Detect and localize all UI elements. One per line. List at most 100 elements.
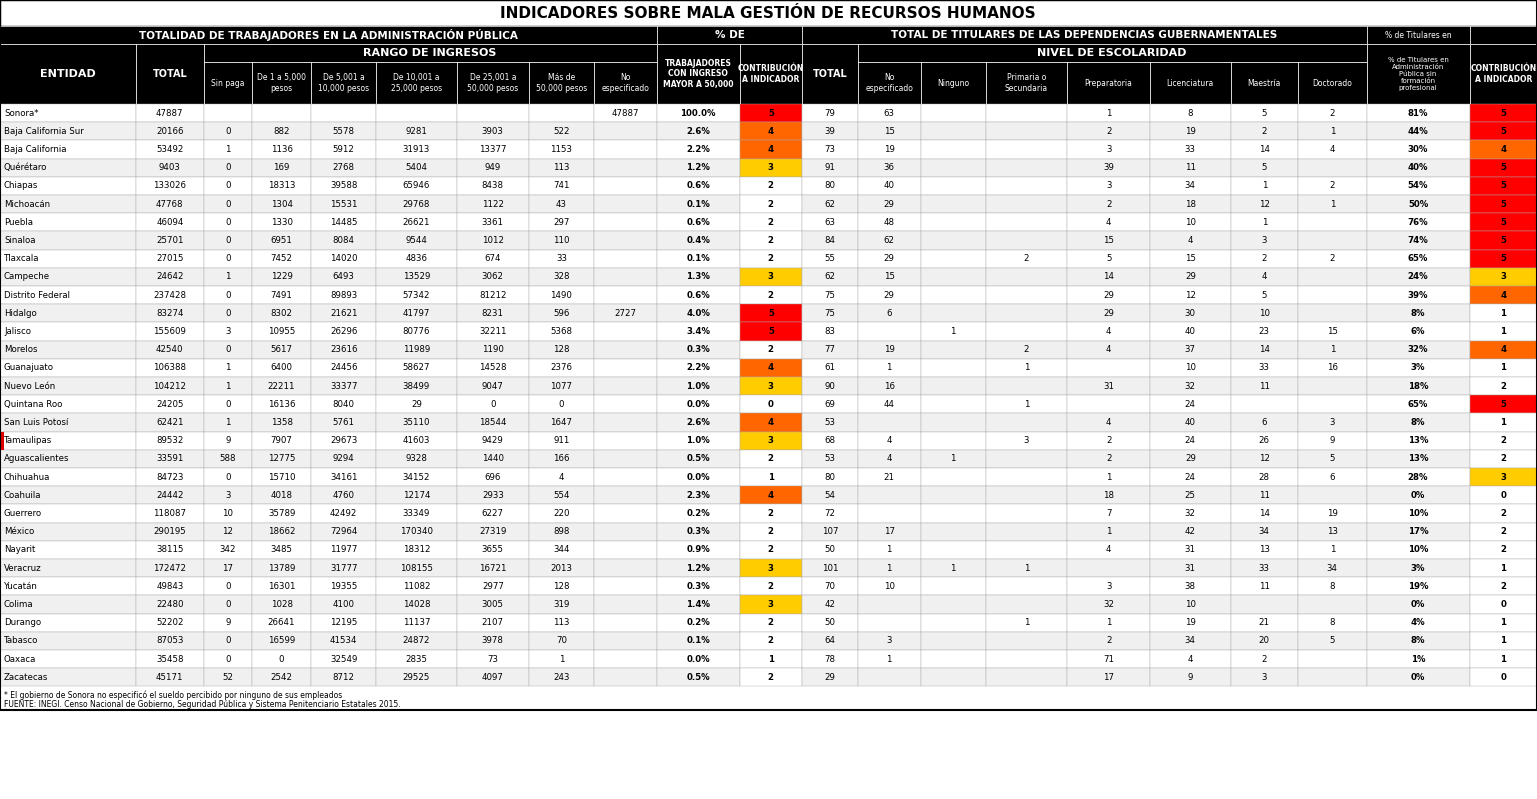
Text: 0: 0 [224,308,231,318]
Text: 2: 2 [1500,382,1506,391]
Bar [1067,122,1150,141]
Text: 33: 33 [1259,563,1270,573]
Bar [252,632,310,650]
Text: 5: 5 [1262,109,1266,117]
Bar [1231,413,1297,431]
Bar [0,177,137,195]
Bar [1297,504,1366,523]
Bar [1231,213,1297,232]
Text: 29: 29 [884,254,895,263]
Bar [985,359,1067,377]
Bar [456,632,529,650]
Bar [203,158,252,177]
Text: 10: 10 [1185,218,1196,227]
Text: 1028: 1028 [271,600,292,609]
Text: 29768: 29768 [403,200,430,209]
Text: 14485: 14485 [330,218,358,227]
Text: 2: 2 [768,673,773,682]
Bar [1150,377,1231,396]
Bar [1297,286,1366,304]
Text: 13789: 13789 [267,563,295,573]
Text: 33: 33 [1185,145,1196,154]
Bar [137,323,203,340]
Text: 19355: 19355 [330,582,358,590]
Bar [1231,232,1297,249]
Text: 1: 1 [1500,636,1506,646]
Text: 80776: 80776 [403,327,430,336]
Text: 1012: 1012 [481,236,504,245]
Bar [377,268,456,286]
Text: 108155: 108155 [400,563,433,573]
Text: 12: 12 [1259,455,1270,463]
Bar [656,577,739,595]
Bar [656,340,739,359]
Bar [137,632,203,650]
Bar [739,450,802,468]
Bar [802,487,858,504]
Bar [203,177,252,195]
Bar [529,268,593,286]
Text: 5: 5 [1500,181,1506,190]
Text: 24: 24 [1185,472,1196,482]
Text: 38115: 38115 [157,546,183,555]
Bar [252,62,310,104]
Text: Guanajuato: Guanajuato [5,364,54,372]
Bar [310,232,377,249]
Text: 4: 4 [768,127,775,136]
Bar [1067,268,1150,286]
Bar [802,468,858,487]
Bar [921,286,985,304]
Bar [739,431,802,450]
Text: 3903: 3903 [483,127,504,136]
Bar [0,614,137,632]
Bar [529,468,593,487]
Bar [456,268,529,286]
Bar [310,213,377,232]
Bar [1067,377,1150,396]
Text: 47887: 47887 [157,109,183,117]
Bar [802,232,858,249]
Text: 1: 1 [224,418,231,427]
Text: 5: 5 [1107,254,1111,263]
Bar [921,232,985,249]
Text: 63: 63 [884,109,895,117]
Text: 8302: 8302 [271,308,292,318]
Bar [529,232,593,249]
Bar [137,396,203,413]
Text: 5: 5 [1500,254,1506,263]
Bar [377,650,456,668]
Text: 1190: 1190 [483,345,504,354]
Bar [739,487,802,504]
Text: 6951: 6951 [271,236,292,245]
Bar [1231,504,1297,523]
Bar [739,359,802,377]
Bar [252,504,310,523]
Bar [0,26,656,44]
Bar [985,177,1067,195]
Text: Chiapas: Chiapas [5,181,38,190]
Bar [1067,158,1150,177]
Bar [985,614,1067,632]
Bar [0,632,137,650]
Text: 2835: 2835 [406,654,427,664]
Text: 73: 73 [824,145,836,154]
Text: Jalisco: Jalisco [5,327,31,336]
Bar [1067,286,1150,304]
Text: 42: 42 [824,600,836,609]
Bar [137,450,203,468]
Bar [1297,396,1366,413]
Text: 1304: 1304 [271,200,292,209]
Bar [310,195,377,213]
Bar [593,431,656,450]
Bar [921,632,985,650]
Text: 10: 10 [1185,600,1196,609]
Text: 25701: 25701 [157,236,183,245]
Bar [1297,249,1366,268]
Text: 0%: 0% [1411,491,1425,500]
Bar [529,450,593,468]
Text: 1: 1 [1107,472,1111,482]
Bar [203,650,252,668]
Bar [656,468,739,487]
Text: 4100: 4100 [332,600,355,609]
Text: 33349: 33349 [403,509,430,518]
